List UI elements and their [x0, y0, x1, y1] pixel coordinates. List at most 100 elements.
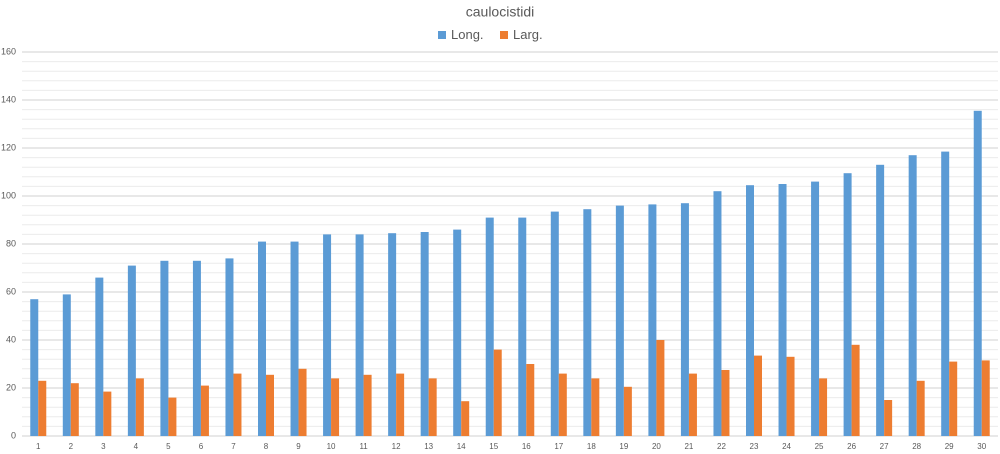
legend-swatch [438, 31, 446, 39]
bar [225, 258, 234, 436]
x-tick-label: 27 [880, 442, 889, 451]
x-tick-label: 4 [134, 442, 139, 451]
y-tick-label: 80 [6, 238, 16, 248]
bar [713, 191, 722, 436]
y-tick-label: 140 [1, 94, 16, 104]
legend-label: Long. [451, 27, 484, 42]
x-tick-label: 22 [717, 442, 726, 451]
bar [916, 380, 925, 436]
bar [298, 368, 307, 436]
x-tick-label: 17 [554, 442, 563, 451]
bar [819, 378, 828, 436]
bar [526, 364, 535, 436]
bar [811, 181, 820, 436]
x-tick-label: 18 [587, 442, 596, 451]
x-tick-label: 6 [199, 442, 204, 451]
bar [95, 277, 104, 436]
bar [981, 360, 990, 436]
bar [331, 378, 340, 436]
chart-title: caulocistidi [466, 4, 534, 20]
x-tick-label: 24 [782, 442, 791, 451]
bar [396, 373, 405, 436]
x-tick-label: 8 [264, 442, 269, 451]
bar [688, 373, 697, 436]
bar [656, 340, 665, 436]
bar [591, 378, 600, 436]
y-tick-label: 40 [6, 334, 16, 344]
bar [623, 386, 632, 436]
bar [38, 380, 47, 436]
x-tick-label: 13 [424, 442, 433, 451]
bar [323, 234, 332, 436]
bar [615, 205, 624, 436]
y-tick-label: 60 [6, 286, 16, 296]
bar [518, 217, 527, 436]
bar [62, 294, 71, 436]
y-tick-label: 120 [1, 142, 16, 152]
y-tick-label: 20 [6, 382, 16, 392]
x-tick-label: 3 [101, 442, 106, 451]
bar [428, 378, 437, 436]
bar [135, 378, 144, 436]
bar [160, 260, 169, 436]
x-tick-label: 9 [296, 442, 301, 451]
bar [420, 232, 429, 436]
x-tick-label: 15 [489, 442, 498, 451]
bar [908, 155, 917, 436]
bar [485, 217, 494, 436]
x-tick-label: 12 [392, 442, 401, 451]
bar [973, 110, 982, 437]
bar [355, 234, 364, 436]
bar [233, 373, 242, 436]
bar [648, 204, 657, 436]
x-tick-label: 29 [945, 442, 954, 451]
bar [680, 203, 689, 436]
bar [721, 370, 730, 436]
bar [493, 349, 502, 436]
bar [786, 356, 795, 436]
x-tick-label: 14 [457, 442, 466, 451]
bar [363, 374, 372, 436]
x-tick-label: 26 [847, 442, 856, 451]
x-tick-label: 30 [977, 442, 986, 451]
x-tick-label: 20 [652, 442, 661, 451]
bar [778, 184, 787, 436]
x-tick-label: 21 [684, 442, 693, 451]
bar [70, 383, 79, 436]
x-tick-label: 19 [619, 442, 628, 451]
x-tick-label: 5 [166, 442, 171, 451]
bar [550, 211, 559, 436]
bar [266, 374, 274, 436]
x-tick-label: 2 [69, 442, 74, 451]
legend-label: Larg. [513, 27, 543, 42]
bar [583, 209, 592, 436]
bar [388, 233, 397, 436]
bar [168, 397, 177, 436]
bar [884, 400, 893, 436]
x-tick-label: 11 [359, 442, 368, 451]
bar [558, 373, 567, 436]
bar [258, 241, 266, 436]
bar [30, 299, 39, 436]
bar [949, 361, 958, 436]
x-tick-label: 16 [522, 442, 531, 451]
bar [746, 185, 754, 436]
x-tick-label: 28 [912, 442, 921, 451]
bar [200, 385, 209, 436]
y-tick-label: 160 [1, 46, 16, 56]
y-tick-label: 0 [11, 430, 16, 440]
bar [461, 401, 470, 436]
bar [290, 241, 299, 436]
y-tick-label: 100 [1, 190, 16, 200]
x-tick-label: 10 [327, 442, 336, 451]
x-tick-label: 7 [231, 442, 236, 451]
legend-swatch [500, 31, 508, 39]
bar [192, 260, 201, 436]
x-tick-label: 1 [36, 442, 41, 451]
bar [127, 265, 136, 436]
bar [851, 344, 860, 436]
x-tick-label: 25 [815, 442, 824, 451]
x-tick-label: 23 [750, 442, 759, 451]
